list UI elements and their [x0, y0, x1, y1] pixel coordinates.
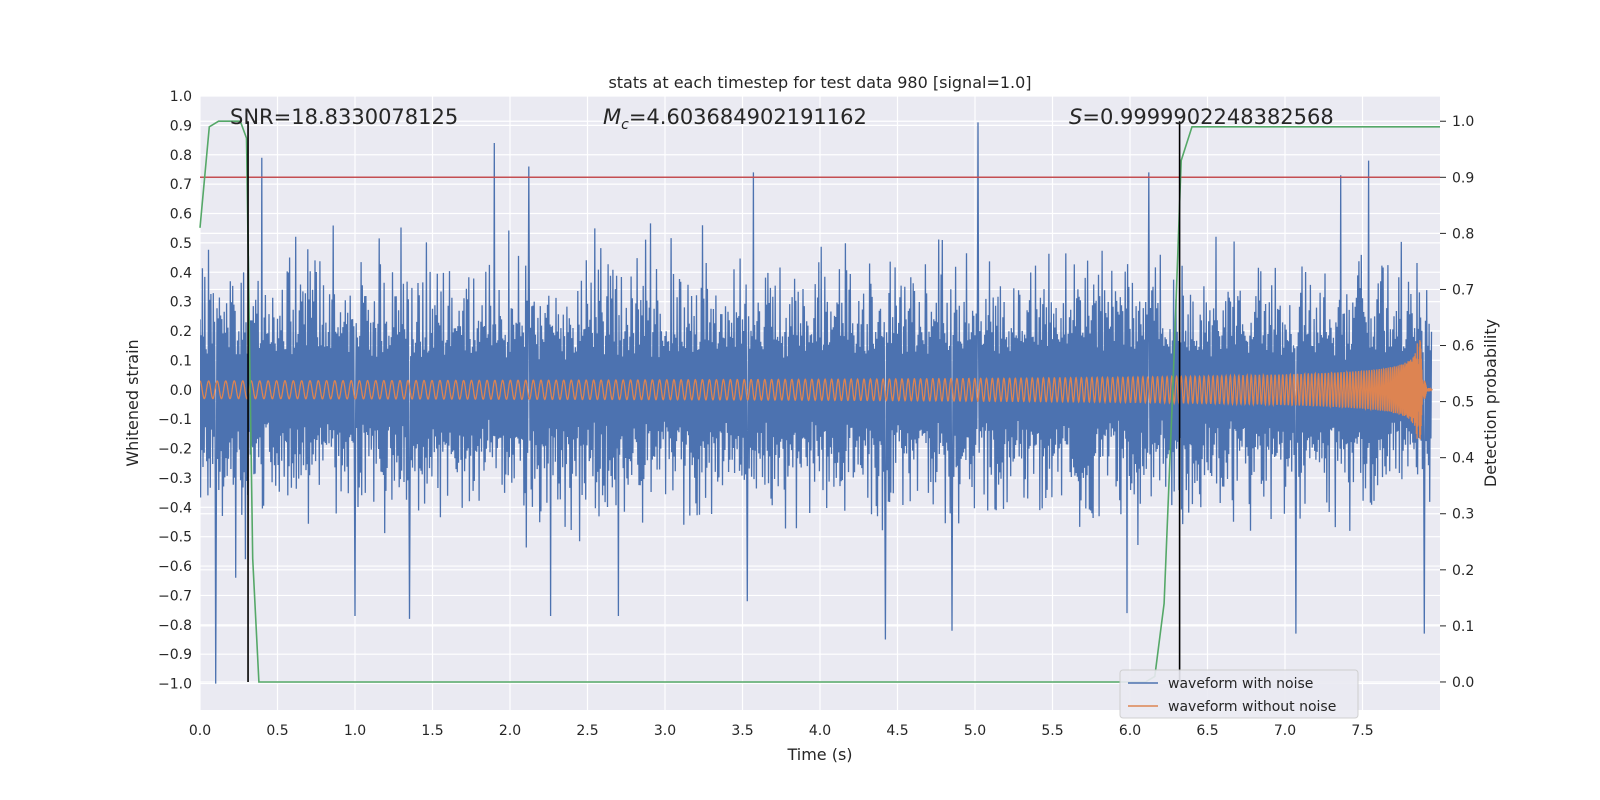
y-tick-label: −0.5: [158, 530, 192, 546]
x-tick-label: 0.5: [266, 723, 288, 739]
y-tick-label: −0.3: [158, 471, 192, 487]
y2-tick-label: 0.8: [1452, 226, 1474, 242]
y-tick-label: 0.7: [170, 177, 192, 193]
chirp-mass-annotation: Mc=4.603684902191162: [603, 105, 867, 133]
y2-tick-label: 0.5: [1452, 395, 1474, 411]
y2-tick-label: 0.7: [1452, 282, 1474, 298]
x-tick-label: 1.5: [421, 723, 443, 739]
y-axis-label: Whitened strain: [123, 339, 142, 466]
s-symbol: S: [1069, 105, 1082, 129]
y-tick-label: −0.4: [158, 500, 192, 516]
y2-tick-label: 0.2: [1452, 563, 1474, 579]
y2-tick-label: 1.0: [1452, 114, 1474, 130]
y-tick-label: 0.5: [170, 236, 192, 252]
y-tick-label: 0.4: [170, 265, 192, 281]
x-tick-label: 7.0: [1274, 723, 1296, 739]
s-annotation: S=0.9999902248382568: [1069, 105, 1334, 129]
x-tick-label: 6.0: [1119, 723, 1141, 739]
x-axis-label: Time (s): [786, 745, 852, 764]
y-tick-label: −0.8: [158, 618, 192, 634]
x-tick-label: 1.0: [344, 723, 366, 739]
x-tick-label: 0.0: [189, 723, 211, 739]
y-tick-label: 0.2: [170, 324, 192, 340]
snr-annotation: SNR=18.8330078125: [230, 105, 458, 129]
y2-axis-label: Detection probability: [1481, 319, 1500, 487]
chirp-mass-value: =4.603684902191162: [629, 105, 867, 129]
chirp-mass-symbol: M: [603, 105, 621, 129]
x-tick-label: 7.5: [1351, 723, 1373, 739]
y-tick-label: 0.3: [170, 295, 192, 311]
y-tick-label: −0.1: [158, 412, 192, 428]
x-tick-label: 2.5: [576, 723, 598, 739]
x-tick-label: 6.5: [1196, 723, 1218, 739]
x-tick-label: 5.5: [1041, 723, 1063, 739]
y-tick-label: 0.0: [170, 383, 192, 399]
legend-box: [1119, 669, 1359, 719]
y-tick-label: 0.8: [170, 148, 192, 164]
y-tick-label: −0.7: [158, 588, 192, 604]
x-tick-label: 3.5: [731, 723, 753, 739]
y-tick-label: 0.6: [170, 207, 192, 223]
plot-area: [200, 122, 1433, 684]
chirp-mass-subscript: c: [621, 117, 629, 133]
series-waveform-without-noise: [200, 340, 1433, 440]
y-tick-label: 0.1: [170, 353, 192, 369]
y-tick-label: −0.2: [158, 442, 192, 458]
series-detection-probability: [199, 120, 1440, 683]
s-value: =0.9999902248382568: [1082, 105, 1333, 129]
y2-tick-label: 0.0: [1452, 675, 1474, 691]
legend-label-clean: waveform without noise: [1168, 699, 1336, 715]
chart-title: stats at each timestep for test data 980…: [608, 73, 1031, 92]
x-tick-label: 5.0: [964, 723, 986, 739]
x-tick-label: 2.0: [499, 723, 521, 739]
x-tick-label: 3.0: [654, 723, 676, 739]
y2-tick-label: 0.4: [1452, 451, 1474, 467]
y2-tick-label: 0.9: [1452, 170, 1474, 186]
ticks: 0.0 0.5 1.0 1.5 2.0 2.5 3.0 3.5 4.0 4.5 5.0 5.5 6.0 6…: [158, 89, 1474, 739]
y-tick-label: −0.6: [158, 559, 192, 575]
legend-label-noise: waveform with noise: [1168, 676, 1313, 692]
y-tick-label: −0.9: [158, 647, 192, 663]
y-tick-label: −1.0: [158, 677, 192, 693]
y-tick-label: 1.0: [170, 89, 192, 105]
chart-marks: [199, 120, 1440, 683]
x-tick-label: 4.0: [809, 723, 831, 739]
annotations: SNR=18.8330078125 Mc=4.603684902191162 S…: [230, 105, 1334, 133]
x-tick-label: 4.5: [886, 723, 908, 739]
series-waveform-with-noise: [200, 122, 1433, 684]
y-tick-label: 0.9: [170, 118, 192, 134]
y2-tick-label: 0.1: [1452, 619, 1474, 635]
legend: waveform with noise waveform without noi…: [1119, 669, 1359, 719]
y2-tick-label: 0.3: [1452, 507, 1474, 523]
y2-tick-label: 0.6: [1452, 339, 1474, 355]
